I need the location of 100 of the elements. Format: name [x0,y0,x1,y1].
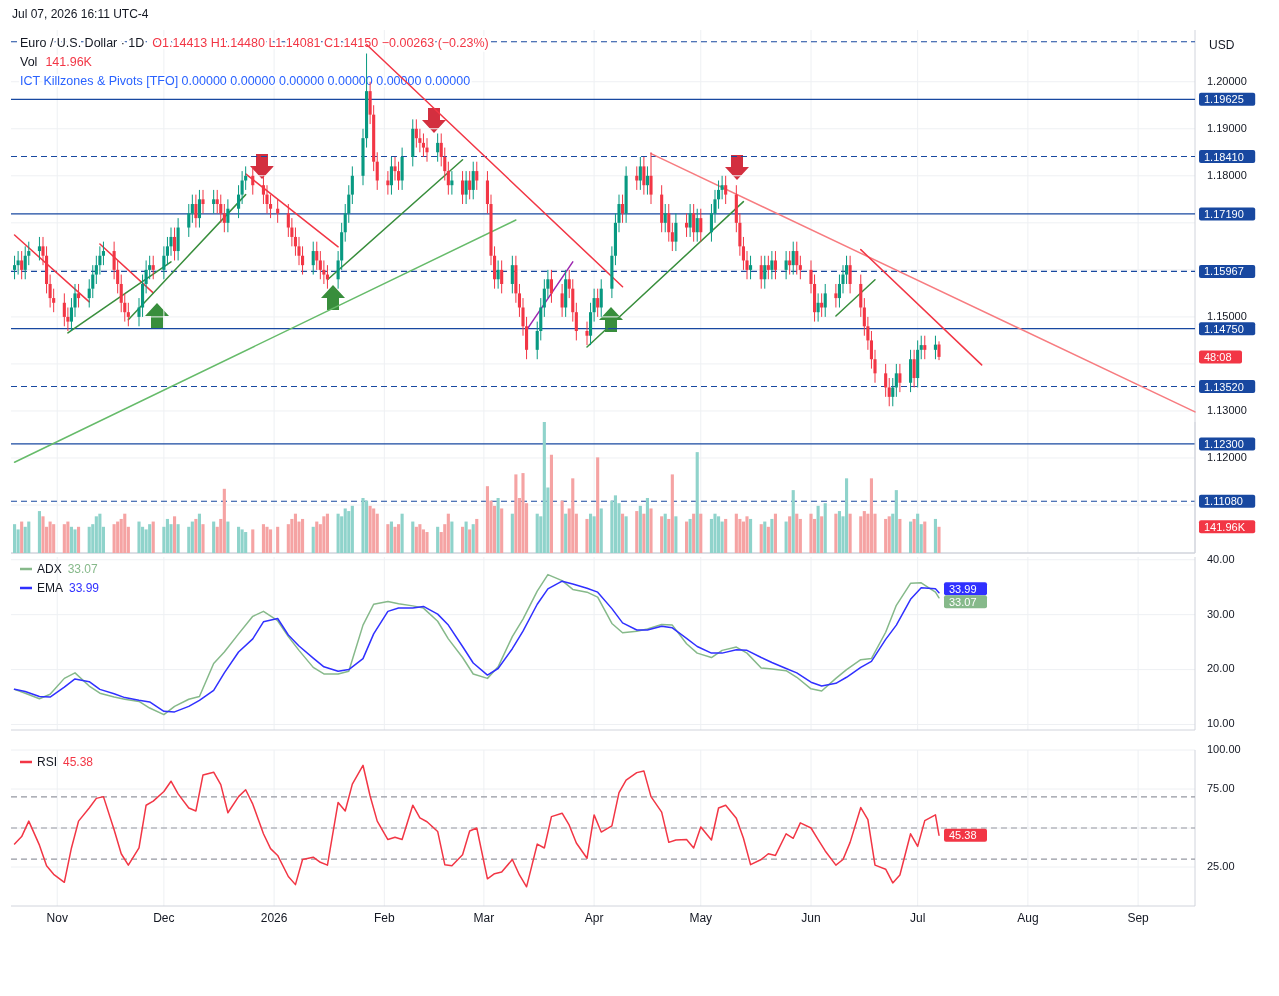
candlestick [773,250,777,280]
bar [77,526,81,553]
y-tick-label: 20.00 [1207,662,1235,675]
x-tick-label: Nov [46,911,68,925]
candlestick [421,132,425,158]
legend-label: RSI [37,755,58,769]
candlestick [20,250,24,280]
bar [766,526,770,553]
candlestick [919,335,923,360]
bar [613,495,617,553]
bar [94,516,98,553]
candlestick [173,227,177,261]
bar [350,505,354,553]
bar [670,474,674,553]
bar [845,478,849,553]
candlestick [574,302,578,341]
bar [66,521,70,553]
bar [173,516,177,553]
candlestick [884,363,888,398]
bar [692,513,696,553]
candlestick [13,255,17,280]
candlestick [397,161,401,191]
bar [823,503,827,553]
candlestick [638,156,642,191]
bar [41,516,45,553]
bar [933,518,937,553]
candlestick [414,118,418,149]
bar [585,518,589,553]
candlestick [795,241,799,276]
candlestick [766,255,770,280]
bar [197,513,201,553]
legend-label: EMA [37,581,64,595]
y-tick-label: 1.12000 [1207,450,1247,463]
candlestick [699,208,703,243]
candlestick [16,250,20,276]
bar [749,518,753,553]
bar [798,518,802,553]
x-tick-label: Sep [1127,911,1150,925]
candlestick [240,170,244,205]
candlestick [496,259,500,290]
y-tick-label: 1.13000 [1207,403,1247,416]
candlestick [933,335,937,360]
candlestick [596,288,600,318]
bar [116,521,120,553]
candlestick [923,335,927,360]
bar [763,521,767,553]
bar [514,474,518,553]
bar [361,497,365,553]
bar [276,526,280,553]
y-tick-label: 1.15000 [1207,309,1247,322]
bar [261,524,265,553]
bar [709,518,713,553]
y-tick-label: 40.00 [1207,552,1235,565]
ref-line-label: 1.17190 [1204,207,1244,220]
candlestick [909,349,913,393]
bar [237,526,241,553]
candlestick [759,255,763,290]
bar [713,513,717,553]
bar [788,516,792,553]
bar [571,478,575,553]
bar [411,521,415,553]
bar [365,500,369,553]
candlestick [912,349,916,388]
bar [759,524,763,553]
data-label: 33.07 [949,595,977,608]
bar [461,526,465,553]
candlestick [599,278,603,318]
bar [400,513,404,553]
candlestick [468,170,472,200]
candlestick [749,255,753,280]
bar [201,524,205,553]
bar [414,526,418,553]
bar [916,513,920,553]
bar [123,513,127,553]
bar [265,526,269,553]
candlestick [549,269,553,304]
bar [212,521,216,553]
candlestick [560,283,564,318]
bar [500,508,504,553]
candlestick [798,255,802,280]
bar [717,516,721,553]
candlestick [848,255,852,294]
bar [592,516,596,553]
bar [848,513,852,553]
data-label: 45.38 [949,829,977,842]
bar [564,513,568,553]
bar [549,454,553,553]
y-tick-label: 30.00 [1207,607,1235,620]
bar [493,505,497,553]
bar [311,526,315,553]
candlestick [446,161,450,196]
bar [73,529,77,553]
ref-line-label: 1.14750 [1204,322,1244,335]
bar [52,524,56,553]
bar [745,516,749,553]
x-tick-label: Apr [584,911,604,925]
candlestick [436,132,440,163]
bar [425,532,429,553]
candlestick [695,208,699,243]
bar [784,521,788,553]
